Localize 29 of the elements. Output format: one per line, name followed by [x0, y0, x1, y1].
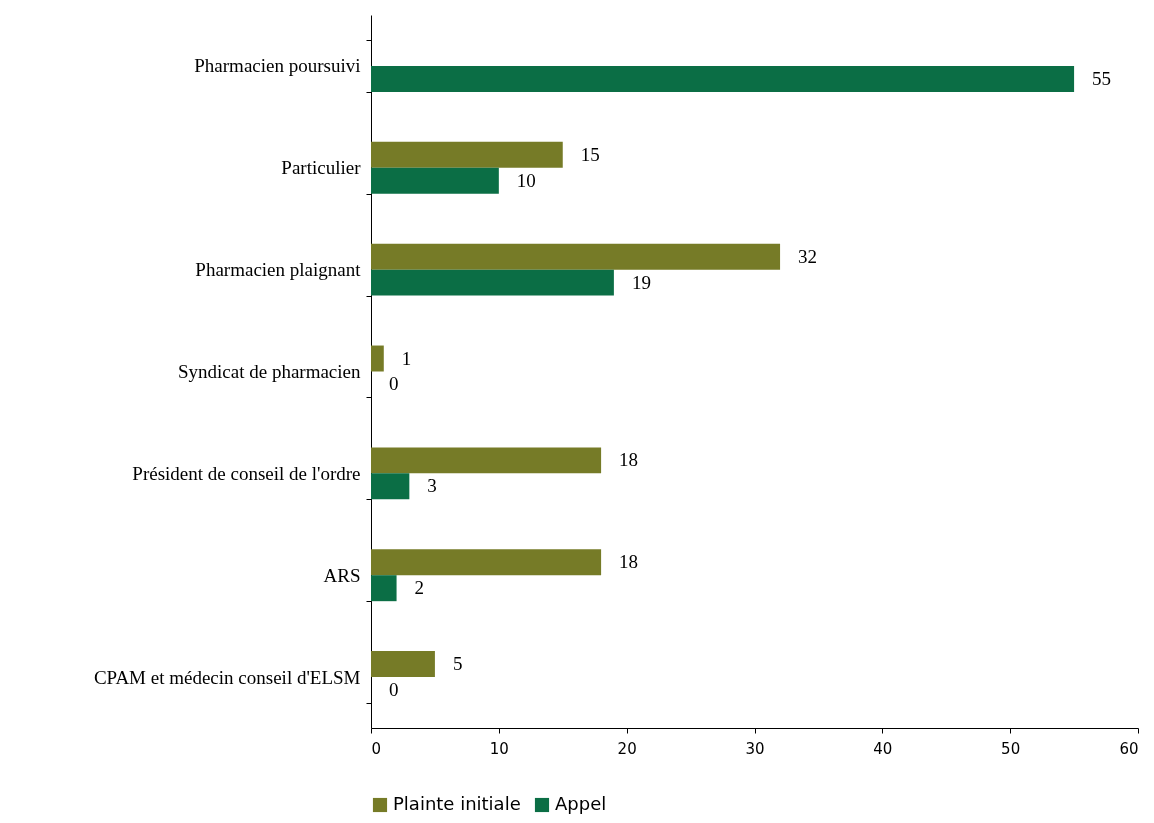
data-label: 55: [1092, 67, 1112, 89]
data-label: 18: [619, 551, 639, 573]
x-tick-label: 60: [1119, 739, 1139, 758]
data-label: 19: [631, 271, 651, 293]
x-tick-label: 0: [371, 739, 382, 758]
data-label: 3: [427, 475, 437, 497]
x-tick-label: 40: [873, 739, 893, 758]
x-tick-label: 30: [745, 739, 765, 758]
legend-label: Appel: [555, 793, 607, 814]
data-label: 15: [580, 143, 600, 165]
data-label: 10: [516, 169, 536, 191]
data-label: 0: [389, 679, 399, 701]
data-label: 1: [401, 347, 412, 369]
data-label: 2: [414, 577, 425, 599]
y-tick-label: ARS: [323, 564, 361, 586]
data-label: 32: [798, 245, 818, 267]
data-label: 5: [452, 653, 463, 675]
y-tick-label: Particulier: [281, 157, 362, 179]
legend-label: Plainte initiale: [393, 793, 521, 814]
x-tick-label: 50: [1001, 739, 1021, 758]
y-tick-label: Président de conseil de l'ordre: [132, 462, 361, 484]
data-label: 18: [619, 449, 639, 471]
data-label: 0: [389, 373, 399, 395]
x-tick-label: 10: [489, 739, 509, 758]
y-tick-label: Pharmacien poursuivi: [194, 55, 361, 77]
y-tick-label: Syndicat de pharmacien: [177, 361, 361, 382]
y-tick-label: Pharmacien plaignant: [195, 259, 362, 281]
x-tick-label: 20: [617, 739, 637, 758]
y-tick-label: CPAM et médecin conseil d'ELSM: [93, 666, 361, 688]
